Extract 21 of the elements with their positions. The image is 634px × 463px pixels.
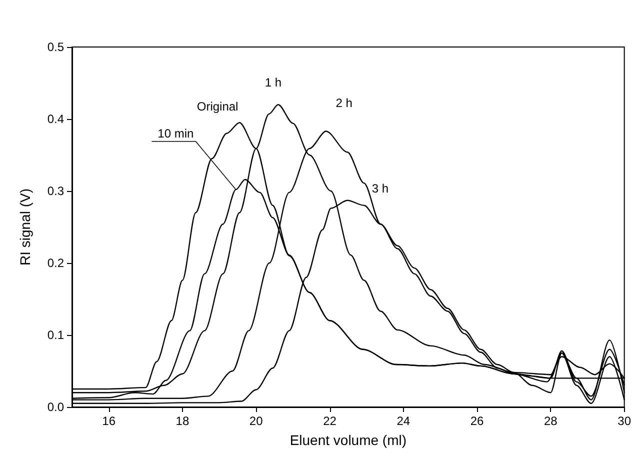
y-axis-title: RI signal (V) [17,188,33,266]
x-tick-label: 16 [102,414,116,428]
y-tick-label: 0.2 [47,256,64,270]
x-axis-title: Eluent volume (ml) [290,432,407,448]
y-tick-label: 0.0 [47,400,64,414]
x-tick-label: 28 [544,414,558,428]
y-tick-label: 0.4 [47,112,64,126]
y-tick-label: 0.5 [47,40,64,54]
y-tick-label: 0.1 [47,328,64,342]
x-tick-label: 20 [249,414,264,428]
annotation: 1 h [264,76,282,90]
x-tick-label: 22 [323,414,337,428]
annotation: Original [196,100,238,114]
x-tick-label: 18 [176,414,190,428]
x-tick-label: 26 [470,414,484,428]
x-tick-label: 24 [396,414,410,428]
annotation: 3 h [372,181,389,196]
annotation: 2 h [336,96,352,110]
annotation: 10 min [158,126,194,140]
y-tick-label: 0.3 [47,184,64,198]
x-tick-label: 30 [618,414,632,428]
